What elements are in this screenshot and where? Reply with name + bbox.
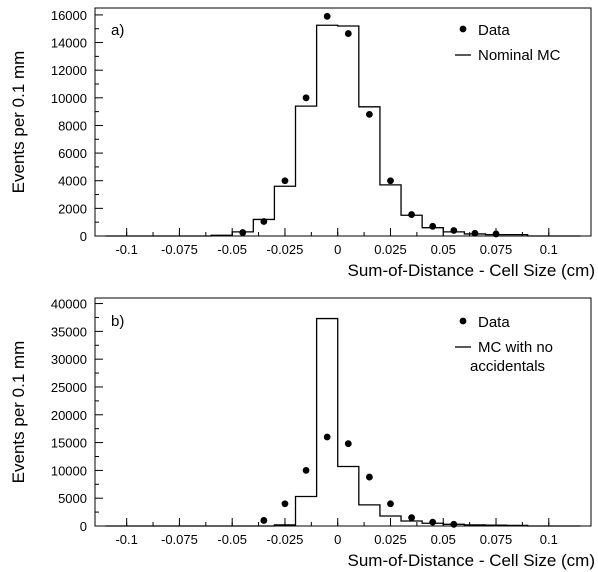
y-tick-label: 0 xyxy=(80,229,87,244)
panel-b-points xyxy=(260,433,458,528)
legend-a-data-label: Data xyxy=(478,22,510,39)
data-point xyxy=(471,229,479,237)
panel-a-ylabel: Events per 0.1 mm xyxy=(9,51,28,194)
data-point xyxy=(408,211,415,218)
panel-b-ylabel: Events per 0.1 mm xyxy=(9,341,28,484)
panel-b-frame xyxy=(94,297,592,527)
y-tick-label: 30000 xyxy=(51,352,87,367)
data-point xyxy=(450,227,458,234)
x-tick-label: -0.025 xyxy=(267,242,304,257)
y-tick-label: 6000 xyxy=(58,146,87,161)
x-tick-label: -0.1 xyxy=(115,242,137,257)
data-point xyxy=(450,520,458,528)
y-tick-label: 25000 xyxy=(51,380,87,395)
y-tick-label: 4000 xyxy=(58,174,87,189)
x-tick-label: 0.075 xyxy=(480,532,513,547)
data-point xyxy=(365,111,373,118)
data-point xyxy=(281,500,289,508)
y-tick-label: 20000 xyxy=(51,408,87,423)
legend-b-mc-line-text: accidentals xyxy=(470,358,545,375)
panel-b-histogram xyxy=(105,317,581,527)
panel-a-legend: Data Nominal MC xyxy=(455,22,561,64)
panel-b-label: b) xyxy=(111,313,124,330)
data-point xyxy=(408,514,415,522)
data-point xyxy=(429,222,437,230)
y-tick-label: 10000 xyxy=(51,463,87,478)
data-point xyxy=(323,12,331,20)
panel-b-legend: Data MC with no accidentals xyxy=(455,314,553,375)
y-tick-label: 16000 xyxy=(51,8,87,23)
x-tick-label: 0.025 xyxy=(374,242,407,257)
y-tick-label: 15000 xyxy=(51,436,87,451)
x-tick-label: 0.075 xyxy=(480,242,513,257)
legend-a-mc-label: Nominal MC xyxy=(478,47,561,64)
data-point xyxy=(302,466,310,474)
panel-a: a) -0.1 -0.075 -0.05 -0.025 0 0.025 0.05 0.075 0… xyxy=(9,7,596,280)
panel-a-xlabel: Sum-of-Distance - Cell Size (cm) xyxy=(348,261,596,280)
data-point xyxy=(492,230,500,238)
data-point xyxy=(302,94,310,102)
y-tick-label: 35000 xyxy=(51,324,87,339)
y-tick-label: 14000 xyxy=(51,36,87,51)
x-tick-label: -0.075 xyxy=(161,532,198,547)
data-point xyxy=(260,218,268,225)
y-tick-label: 5000 xyxy=(58,491,87,506)
panel-a-histogram xyxy=(105,24,581,237)
mc-histogram-step xyxy=(105,317,581,527)
data-point xyxy=(344,440,352,448)
data-point xyxy=(239,229,247,236)
legend-b-data-marker xyxy=(459,317,467,325)
data-point xyxy=(323,433,331,441)
data-point xyxy=(387,177,394,185)
panel-a-label: a) xyxy=(111,22,124,39)
panel-b-xlabel: Sum-of-Distance - Cell Size (cm) xyxy=(348,551,596,570)
x-tick-label: 0.05 xyxy=(431,242,456,257)
y-tick-label: 40000 xyxy=(51,297,87,312)
x-tick-label: -0.05 xyxy=(217,242,247,257)
data-point xyxy=(387,500,394,508)
legend-b-data-label: Data xyxy=(478,314,510,331)
data-point xyxy=(281,177,289,185)
y-tick-label: 8000 xyxy=(58,118,87,133)
data-point xyxy=(344,30,352,37)
data-point xyxy=(365,473,373,481)
panel-b-ticks: -0.1 -0.075 -0.05 -0.025 0 0.025 0.05 0.075 0.1 0… xyxy=(51,297,558,547)
x-tick-label: -0.1 xyxy=(115,532,137,547)
x-tick-label: 0 xyxy=(334,242,341,257)
legend-b-mc-label: MC with no accidentals xyxy=(470,339,553,375)
y-tick-label: 12000 xyxy=(51,63,87,78)
x-tick-label: 0.05 xyxy=(431,532,456,547)
mc-histogram-step xyxy=(105,24,581,237)
panel-a-frame xyxy=(94,7,592,237)
data-point xyxy=(429,518,437,526)
y-tick-label: 10000 xyxy=(51,91,87,106)
panel-a-ticks: -0.1 -0.075 -0.05 -0.025 0 0.025 0.05 0.075 0.1 0… xyxy=(51,8,558,257)
data-point xyxy=(260,517,268,524)
legend-a-data-marker xyxy=(459,25,467,33)
y-tick-label: 0 xyxy=(80,519,87,534)
x-tick-label: 0 xyxy=(334,532,341,547)
x-tick-label: 0.1 xyxy=(540,532,558,547)
x-tick-label: 0.025 xyxy=(374,532,407,547)
panel-b: b) -0.1 -0.075 -0.05 -0.025 0 0.025 0.05 0.075 0… xyxy=(9,297,595,570)
y-tick-label: 2000 xyxy=(58,201,87,216)
x-tick-label: -0.05 xyxy=(217,532,247,547)
x-tick-label: -0.025 xyxy=(267,532,304,547)
legend-b-mc-line-text: MC with no xyxy=(478,339,553,356)
x-tick-label: -0.075 xyxy=(161,242,198,257)
x-tick-label: 0.1 xyxy=(540,242,558,257)
panel-a-points xyxy=(239,12,500,238)
